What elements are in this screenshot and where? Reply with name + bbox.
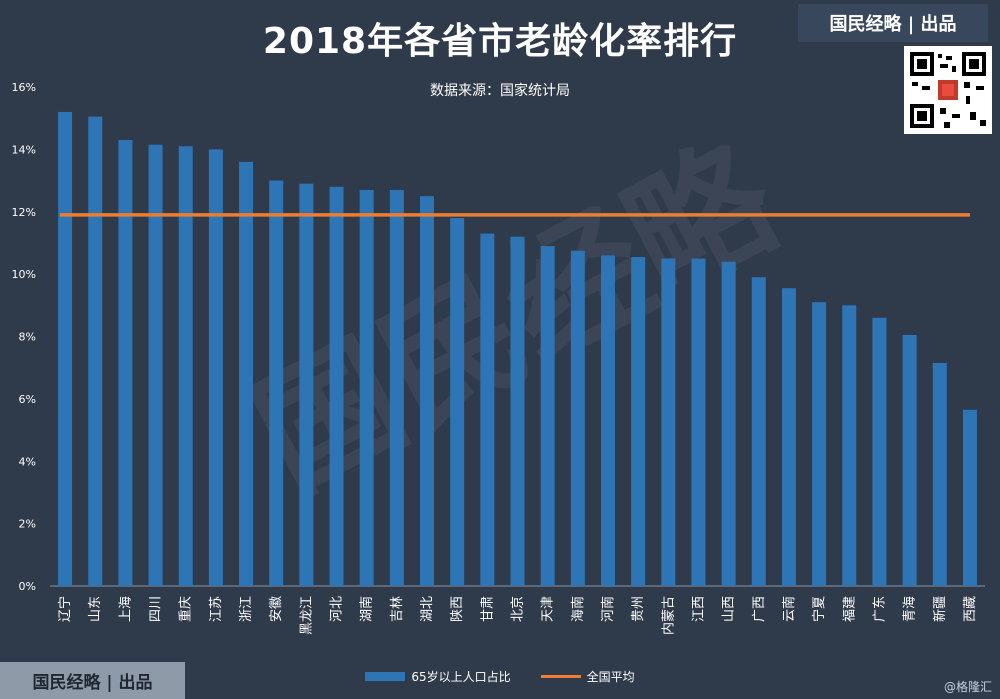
x-tick-label: 福建 [842, 596, 857, 622]
x-tick-label: 陕西 [450, 596, 465, 622]
x-tick-label: 贵州 [631, 596, 646, 622]
legend: 65岁以上人口占比 全国平均 [0, 668, 1000, 685]
bar [178, 146, 193, 586]
x-tick-label: 浙江 [239, 596, 254, 622]
bar [299, 183, 314, 586]
chart-title: 2018年各省市老龄化率排行 [262, 21, 738, 62]
bar [329, 186, 344, 587]
x-tick-label: 青海 [903, 596, 918, 622]
bar [631, 256, 646, 586]
x-tick-label: 甘肃 [480, 596, 495, 622]
x-tick-label: 海南 [570, 596, 586, 622]
bar [148, 144, 163, 586]
legend-label-bar: 65岁以上人口占比 [411, 670, 511, 684]
y-tick-label: 2% [19, 518, 36, 531]
bar [781, 288, 796, 586]
bar [208, 149, 223, 586]
x-tick-label: 辽宁 [57, 596, 73, 622]
bar [842, 305, 857, 586]
x-tick-label: 山东 [88, 596, 103, 622]
bar [661, 258, 676, 586]
x-tick-label: 北京 [511, 596, 526, 622]
x-tick-label: 上海 [118, 596, 133, 622]
x-tick-label: 湖南 [359, 596, 375, 622]
x-tick-label: 湖北 [420, 596, 435, 622]
y-tick-label: 10% [12, 268, 36, 281]
bar [932, 363, 947, 586]
bar [812, 302, 827, 586]
legend-item-line: 全国平均 [540, 668, 635, 685]
bar [269, 180, 284, 586]
bar [480, 233, 495, 587]
bar [88, 116, 103, 587]
x-tick-label: 内蒙古 [660, 596, 676, 635]
bar [902, 334, 917, 586]
x-tick-label: 四川 [149, 596, 164, 622]
bar [58, 111, 73, 586]
x-tick-label: 天津 [541, 596, 556, 622]
y-tick-label: 12% [12, 206, 36, 219]
legend-item-bar: 65岁以上人口占比 [365, 668, 511, 685]
bar [420, 196, 435, 586]
qr-code [904, 46, 992, 134]
legend-swatch-line [540, 675, 581, 678]
bar [239, 161, 254, 586]
brand-badge-bottom: 国民经略 | 出品 [0, 662, 185, 699]
legend-label-line: 全国平均 [586, 670, 635, 684]
x-tick-label: 黑龙江 [299, 596, 314, 635]
bar [872, 317, 887, 586]
y-tick-label: 16% [12, 81, 36, 94]
legend-swatch-bar [365, 672, 406, 681]
bar [540, 246, 555, 586]
credit-text: @格隆汇 [943, 680, 992, 694]
y-tick-label: 4% [19, 455, 36, 468]
x-tick-label: 江苏 [208, 596, 224, 622]
x-tick-label: 河南 [600, 596, 616, 622]
x-tick-label: 山西 [722, 596, 737, 622]
x-tick-label: 吉林 [390, 596, 405, 622]
bar [359, 189, 374, 586]
y-tick-label: 8% [19, 331, 36, 344]
x-tick-label: 云南 [781, 596, 797, 622]
bar [751, 277, 766, 586]
bar [962, 409, 977, 586]
y-tick-label: 0% [19, 580, 36, 593]
x-tick-label: 安徽 [269, 596, 284, 622]
x-tick-label: 江西 [691, 596, 706, 622]
bar [691, 258, 706, 586]
bar [600, 255, 615, 586]
data-source-note: 数据来源：国家统计局 [430, 83, 570, 99]
x-tick-label: 重庆 [178, 596, 194, 622]
x-tick-label: 广东 [872, 596, 887, 622]
y-tick-label: 6% [19, 393, 36, 406]
bar [450, 217, 465, 587]
x-tick-label: 新疆 [932, 596, 948, 622]
bar [570, 250, 585, 586]
brand-badge-top: 国民经略 | 出品 [798, 4, 988, 42]
bar [118, 140, 133, 587]
y-tick-label: 14% [12, 143, 36, 156]
x-tick-label: 河北 [330, 596, 345, 622]
bar [510, 236, 525, 586]
bar [721, 261, 736, 586]
x-tick-label: 广西 [752, 596, 767, 622]
x-tick-label: 宁夏 [811, 596, 827, 622]
qr-code-icon [910, 52, 986, 128]
bar [389, 189, 404, 586]
x-tick-label: 西藏 [963, 596, 978, 622]
